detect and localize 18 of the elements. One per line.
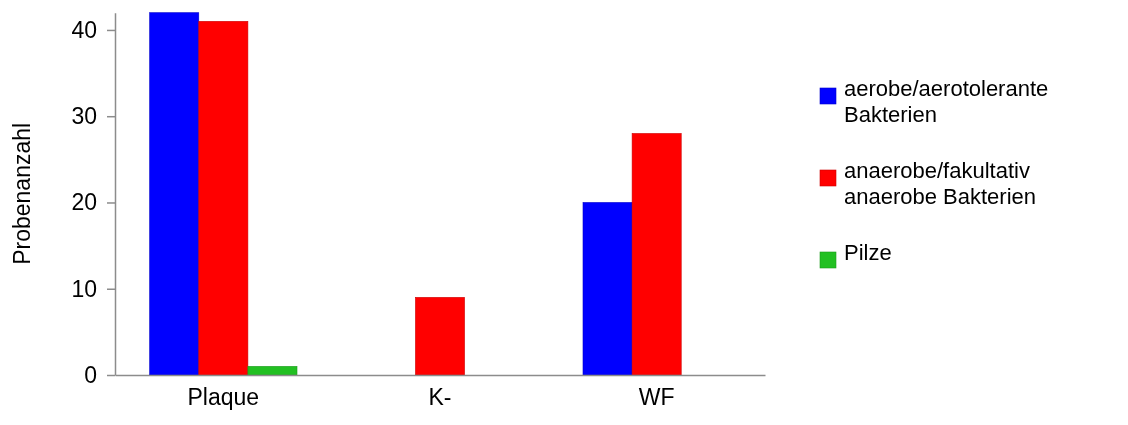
y-tick-label: 0 (84, 361, 97, 388)
y-tick-label: 30 (71, 103, 97, 130)
x-tick-label: WF (638, 384, 675, 411)
bar (631, 133, 682, 376)
legend-label: Pilze (844, 240, 892, 265)
x-tick-label: K- (428, 384, 452, 411)
bar (582, 202, 633, 376)
y-tick-label: 10 (71, 275, 97, 302)
y-tick-label: 40 (71, 16, 97, 43)
legend-label: anaerobe/fakultativ anaerobe Bakterien (844, 158, 1037, 209)
bar (149, 12, 200, 376)
bar (247, 366, 298, 376)
bar (198, 21, 249, 376)
x-tick-label: Plaque (187, 384, 260, 411)
y-axis-title: Probenanzahl (9, 122, 35, 265)
bar (415, 297, 465, 376)
legend-label: aerobe/aerotolerante Bakterien (844, 76, 1049, 127)
y-tick-label: 20 (71, 189, 97, 216)
